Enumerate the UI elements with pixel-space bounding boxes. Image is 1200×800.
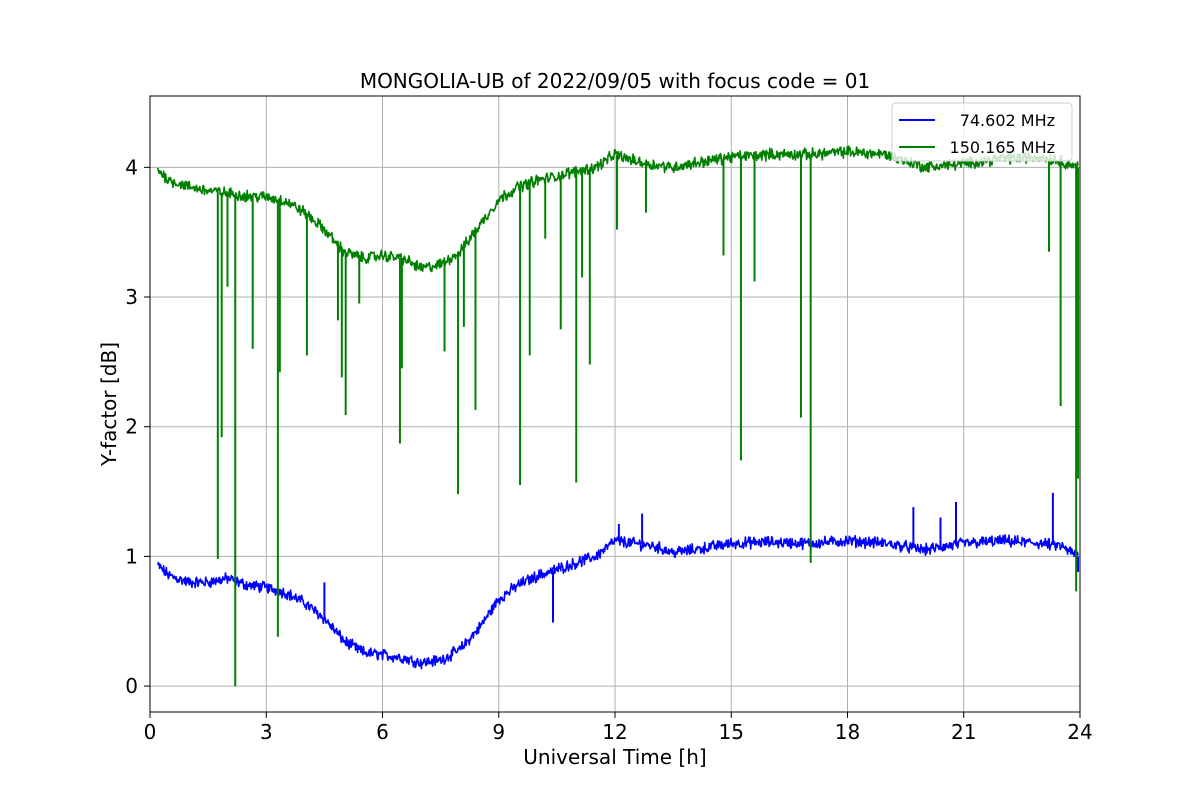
x-axis-ticks: 0 3 6 9 12 15 18 21 24	[144, 712, 1093, 744]
x-tick-label: 15	[719, 720, 744, 744]
chart-title: MONGOLIA-UB of 2022/09/05 with focus cod…	[360, 69, 870, 93]
y-axis-label: Y-factor [dB]	[97, 342, 121, 467]
legend-label: 74.602 MHz	[960, 111, 1055, 130]
y-tick-label: 4	[125, 155, 138, 179]
x-tick-label: 21	[951, 720, 976, 744]
grid-lines	[149, 96, 1081, 712]
x-tick-label: 3	[260, 720, 273, 744]
series-74mhz-line	[156, 533, 1079, 670]
y-tick-label: 2	[125, 415, 138, 439]
x-tick-label: 9	[492, 720, 505, 744]
y-axis-ticks: 0 1 2 3 4	[125, 155, 150, 698]
x-tick-label: 18	[835, 720, 860, 744]
x-tick-label: 12	[602, 720, 627, 744]
x-tick-label: 24	[1067, 720, 1092, 744]
x-axis-label: Universal Time [h]	[523, 745, 706, 769]
series-layer	[156, 145, 1080, 687]
y-tick-label: 3	[125, 285, 138, 309]
legend: 74.602 MHz 150.165 MHz	[891, 102, 1073, 162]
series-150mhz	[156, 145, 1080, 687]
legend-box	[891, 102, 1073, 162]
x-tick-label: 0	[144, 720, 157, 744]
y-tick-label: 0	[125, 674, 138, 698]
legend-label: 150.165 MHz	[950, 138, 1055, 157]
y-tick-label: 1	[125, 544, 138, 568]
series-74mhz	[156, 492, 1080, 670]
x-tick-label: 6	[376, 720, 389, 744]
